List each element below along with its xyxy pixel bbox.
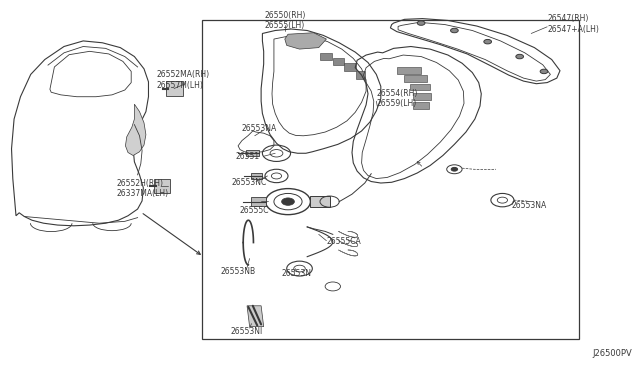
Polygon shape [246,150,259,156]
Text: 26555CA: 26555CA [326,237,361,246]
Polygon shape [333,58,344,65]
Polygon shape [344,63,356,71]
Text: 26553NC: 26553NC [232,178,267,187]
Polygon shape [320,53,332,60]
Polygon shape [413,102,429,109]
Text: J26500PV: J26500PV [593,349,632,358]
Text: 26550(RH)
26555(LH): 26550(RH) 26555(LH) [264,11,305,30]
Polygon shape [285,33,326,49]
Polygon shape [410,84,430,90]
Text: 26553N: 26553N [282,269,312,278]
Text: 26553NB: 26553NB [221,267,256,276]
Polygon shape [251,173,262,179]
Polygon shape [125,104,146,155]
Polygon shape [404,75,427,82]
Bar [202,20,579,339]
Polygon shape [251,197,266,206]
Text: 26547(RH)
26547+A(LH): 26547(RH) 26547+A(LH) [547,15,599,34]
Polygon shape [397,67,421,74]
Polygon shape [413,93,431,100]
Circle shape [282,198,294,205]
Circle shape [451,167,458,171]
Text: 26551: 26551 [236,152,260,161]
Polygon shape [356,71,365,79]
FancyBboxPatch shape [166,81,183,96]
Circle shape [516,54,524,59]
Text: 26553NA: 26553NA [242,124,277,133]
Polygon shape [247,306,264,327]
Circle shape [484,39,492,44]
Polygon shape [310,196,330,207]
Text: 26552MA(RH)
26557M(LH): 26552MA(RH) 26557M(LH) [157,70,210,90]
Text: 26553NI: 26553NI [230,327,262,336]
Text: 26555C: 26555C [240,206,269,215]
Text: 26553NA: 26553NA [512,201,547,210]
Text: 26554(RH)
26559(LH): 26554(RH) 26559(LH) [376,89,418,108]
Circle shape [451,28,458,33]
FancyBboxPatch shape [154,179,170,193]
Circle shape [417,21,425,25]
Text: 26552H(RH)
26337MA(LH): 26552H(RH) 26337MA(LH) [116,179,168,198]
Circle shape [540,69,548,74]
